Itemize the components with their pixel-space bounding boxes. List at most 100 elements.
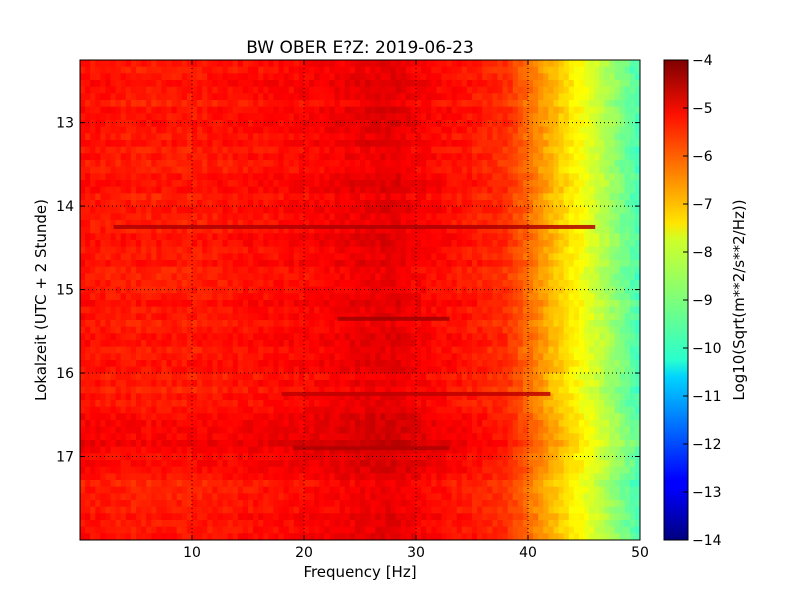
heatmap-cell	[482, 126, 488, 134]
heatmap-cell	[115, 246, 122, 254]
heatmap-cell	[395, 126, 402, 134]
heatmap-cell	[202, 333, 208, 341]
heatmap-cell	[421, 213, 427, 221]
heatmap-cell	[533, 253, 539, 261]
heatmap-cell	[400, 140, 407, 148]
heatmap-cell	[436, 340, 443, 348]
heatmap-cell	[120, 146, 127, 154]
heatmap-cell	[487, 173, 493, 181]
heatmap-cell	[421, 73, 427, 81]
heatmap-cell	[563, 86, 570, 94]
heatmap-cell	[242, 300, 249, 308]
heatmap-cell	[400, 226, 407, 234]
heatmap-cell	[502, 140, 509, 148]
heatmap-cell	[380, 226, 387, 234]
heatmap-cell	[436, 253, 443, 261]
heatmap-cell	[548, 320, 555, 328]
heatmap-cell	[477, 233, 483, 241]
heatmap-cell	[599, 100, 605, 108]
heatmap-cell	[105, 320, 112, 328]
heatmap-cell	[472, 253, 478, 261]
heatmap-cell	[410, 300, 417, 308]
heatmap-cell	[380, 300, 387, 308]
heatmap-cell	[319, 173, 325, 181]
heatmap-cell	[533, 213, 539, 221]
heatmap-cell	[482, 166, 488, 174]
heatmap-cell	[115, 206, 122, 214]
heatmap-cell	[446, 86, 453, 94]
heatmap-cell	[385, 166, 392, 174]
heatmap-cell	[543, 353, 549, 361]
heatmap-cell	[334, 60, 341, 68]
heatmap-cell	[375, 326, 381, 334]
heatmap-cell	[416, 280, 422, 288]
heatmap-cell	[578, 100, 585, 108]
heatmap-cell	[258, 186, 264, 194]
heatmap-cell	[497, 266, 504, 274]
heatmap-cell	[146, 326, 152, 334]
heatmap-cell	[217, 120, 224, 128]
heatmap-cell	[538, 60, 544, 68]
heatmap-cell	[197, 106, 203, 114]
heatmap-cell	[273, 126, 280, 134]
heatmap-cell	[568, 180, 575, 188]
heatmap-cell	[543, 66, 549, 74]
heatmap-cell	[538, 80, 544, 88]
heatmap-cell	[451, 346, 458, 354]
heatmap-cell	[528, 193, 534, 201]
heatmap-cell	[339, 133, 346, 141]
heatmap-cell	[146, 306, 152, 314]
heatmap-cell	[288, 293, 295, 301]
heatmap-cell	[466, 193, 473, 201]
heatmap-cell	[288, 226, 295, 234]
heatmap-cell	[268, 120, 275, 128]
heatmap-cell	[553, 86, 560, 94]
heatmap-cell	[400, 146, 407, 154]
heatmap-cell	[609, 200, 616, 208]
heatmap-cell	[95, 300, 101, 308]
heatmap-cell	[151, 186, 157, 194]
heatmap-cell	[451, 146, 458, 154]
heatmap-cell	[573, 313, 580, 321]
heatmap-cell	[354, 160, 361, 168]
heatmap-cell	[186, 66, 193, 74]
heatmap-cell	[248, 286, 254, 294]
heatmap-cell	[334, 233, 341, 241]
heatmap-cell	[573, 286, 580, 294]
heatmap-cell	[304, 340, 310, 348]
heatmap-cell	[324, 246, 331, 254]
heatmap-cell	[288, 186, 295, 194]
heatmap-cell	[202, 213, 208, 221]
heatmap-cell	[110, 240, 117, 248]
heatmap-cell	[466, 206, 473, 214]
heatmap-cell	[441, 266, 448, 274]
heatmap-cell	[141, 146, 147, 154]
heatmap-cell	[293, 166, 300, 174]
heatmap-cell	[125, 280, 132, 288]
heatmap-cell	[512, 286, 519, 294]
heatmap-cell	[410, 186, 417, 194]
heatmap-cell	[466, 306, 473, 314]
heatmap-cell	[120, 306, 127, 314]
heatmap-cell	[553, 353, 560, 361]
heatmap-cell	[522, 286, 529, 294]
heatmap-cell	[130, 113, 137, 121]
heatmap-cell	[227, 226, 234, 234]
heatmap-cell	[339, 306, 346, 314]
heatmap-cell	[634, 193, 640, 201]
heatmap-cell	[604, 153, 611, 161]
heatmap-cell	[242, 100, 249, 108]
heatmap-cell	[263, 293, 269, 301]
heatmap-cell	[390, 180, 397, 188]
heatmap-cell	[298, 293, 305, 301]
heatmap-cell	[100, 73, 107, 81]
heatmap-cell	[410, 326, 417, 334]
heatmap-cell	[110, 220, 117, 228]
heatmap-cell	[319, 60, 325, 68]
heatmap-cell	[258, 140, 264, 148]
heatmap-cell	[156, 293, 163, 301]
heatmap-cell	[553, 140, 560, 148]
heatmap-cell	[563, 173, 570, 181]
heatmap-cell	[329, 313, 336, 321]
heatmap-cell	[95, 80, 101, 88]
